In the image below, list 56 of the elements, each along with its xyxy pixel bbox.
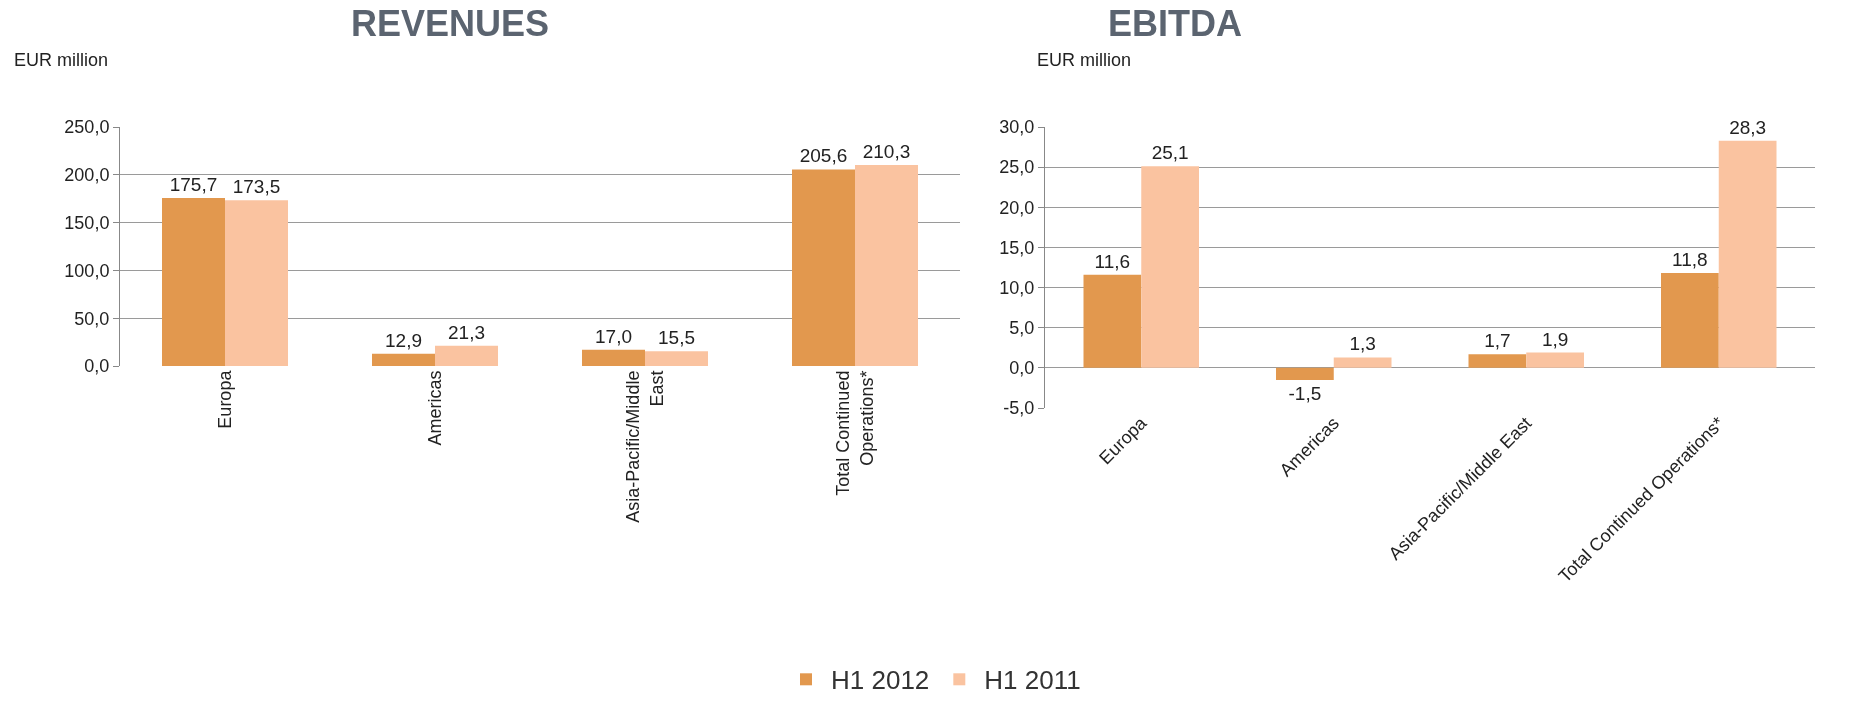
bar <box>372 353 435 366</box>
data-label: 1,7 <box>1484 330 1511 352</box>
data-label: 210,3 <box>862 140 911 162</box>
y-axis-title: EUR million <box>1037 50 1132 70</box>
y-tick-label: 10,0 <box>999 277 1035 298</box>
y-tick-label: 30,0 <box>999 117 1035 138</box>
bar <box>435 345 498 366</box>
bar <box>162 198 225 366</box>
bar <box>645 351 708 366</box>
bar <box>855 164 918 366</box>
chart-title: REVENUES <box>350 2 550 44</box>
data-label: 1,9 <box>1541 328 1569 350</box>
x-tick-label: Europa <box>214 369 235 429</box>
y-tick-label: 25,0 <box>999 157 1035 178</box>
data-label: 21,3 <box>448 321 485 343</box>
y-tick-label: 250,0 <box>64 117 110 138</box>
bar <box>1526 352 1584 368</box>
bar <box>1718 140 1777 368</box>
legend-label: H1 2011 <box>984 665 1081 696</box>
y-axis-title: EUR million <box>14 50 109 70</box>
data-label: 25,1 <box>1151 142 1189 164</box>
data-label: 15,5 <box>658 327 695 349</box>
data-label: 175,7 <box>169 174 218 196</box>
bar <box>1333 357 1392 368</box>
x-tick-label: Total Continued Operations* <box>833 370 877 496</box>
bar <box>1141 166 1199 368</box>
y-tick-label: 200,0 <box>64 165 110 186</box>
data-label: 17,0 <box>595 325 632 347</box>
data-label: 11,8 <box>1672 249 1708 271</box>
bar <box>582 349 645 366</box>
x-tick-label: Americas <box>424 370 445 446</box>
y-tick-label: 150,0 <box>64 212 110 233</box>
data-label: -1,5 <box>1288 382 1322 404</box>
bar <box>1661 273 1719 368</box>
chart-title: EBITDA <box>1108 2 1242 44</box>
y-tick-label: 0,0 <box>1009 358 1035 379</box>
bar <box>225 200 288 366</box>
y-tick-label: 20,0 <box>999 197 1035 218</box>
bar <box>1468 354 1527 368</box>
x-tick-label: Asia-Pacific/Middle East <box>623 370 667 523</box>
y-tick-label: 50,0 <box>74 308 110 329</box>
y-tick-label: 5,0 <box>1009 318 1035 339</box>
bar <box>792 169 855 366</box>
data-label: 28,3 <box>1729 116 1767 138</box>
data-label: 205,6 <box>799 145 848 167</box>
data-label: 11,6 <box>1094 250 1131 272</box>
y-tick-label: 100,0 <box>64 260 110 281</box>
data-label: 1,3 <box>1349 333 1376 355</box>
data-label: 12,9 <box>385 329 422 351</box>
y-tick-label: 0,0 <box>84 356 110 377</box>
bar <box>1083 274 1142 368</box>
data-label: 173,5 <box>232 176 281 198</box>
y-tick-label: 15,0 <box>999 237 1035 258</box>
y-tick-label: -5,0 <box>1003 398 1035 419</box>
bar <box>1276 367 1334 380</box>
legend-label: H1 2012 <box>831 665 930 696</box>
